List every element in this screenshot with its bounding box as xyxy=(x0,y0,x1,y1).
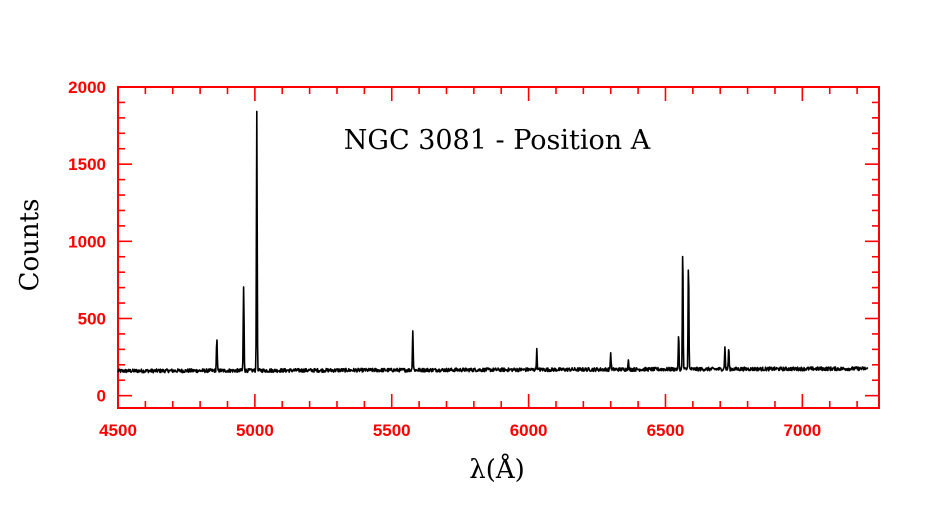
y-tick-label: 1500 xyxy=(68,155,106,174)
axis-tick-labels: 4500 5000 5500 6000 6500 7000 0 500 1000 1500 2000 xyxy=(68,78,821,440)
x-tick-label: 7000 xyxy=(783,421,821,440)
emission-line-peak xyxy=(216,339,217,340)
y-axis-title: Counts xyxy=(15,199,45,292)
plot-frame-rect xyxy=(117,86,880,409)
spectrum-line xyxy=(117,110,869,374)
x-axis-title: λ(Å) xyxy=(469,453,525,485)
emission-line-peak xyxy=(610,353,611,354)
x-tick-label: 4500 xyxy=(99,421,137,440)
x-tick-label: 5000 xyxy=(236,421,274,440)
y-tick-label: 1000 xyxy=(68,232,106,251)
emission-line-peak xyxy=(688,264,689,265)
axis-ticks xyxy=(117,86,879,408)
emission-line-peak xyxy=(256,113,257,114)
x-tick-label: 6000 xyxy=(510,421,548,440)
emission-line-peak xyxy=(728,347,729,348)
series-group xyxy=(117,110,869,374)
y-tick-label: 2000 xyxy=(68,78,106,97)
x-tick-label: 5500 xyxy=(373,421,411,440)
y-tick-label: 500 xyxy=(78,309,106,328)
emission-line-peak xyxy=(682,249,683,250)
emission-line-peak xyxy=(724,347,725,348)
emission-line-peak xyxy=(678,335,679,336)
chart-title: NGC 3081 - Position A xyxy=(344,125,651,156)
plot-frame xyxy=(117,86,880,409)
emission-line-peak xyxy=(412,330,413,331)
emission-line-peak xyxy=(536,350,537,351)
emission-line-peak xyxy=(628,360,629,361)
emission-line-peak xyxy=(243,287,244,288)
x-tick-label: 6500 xyxy=(647,421,685,440)
y-tick-label: 0 xyxy=(97,387,106,406)
